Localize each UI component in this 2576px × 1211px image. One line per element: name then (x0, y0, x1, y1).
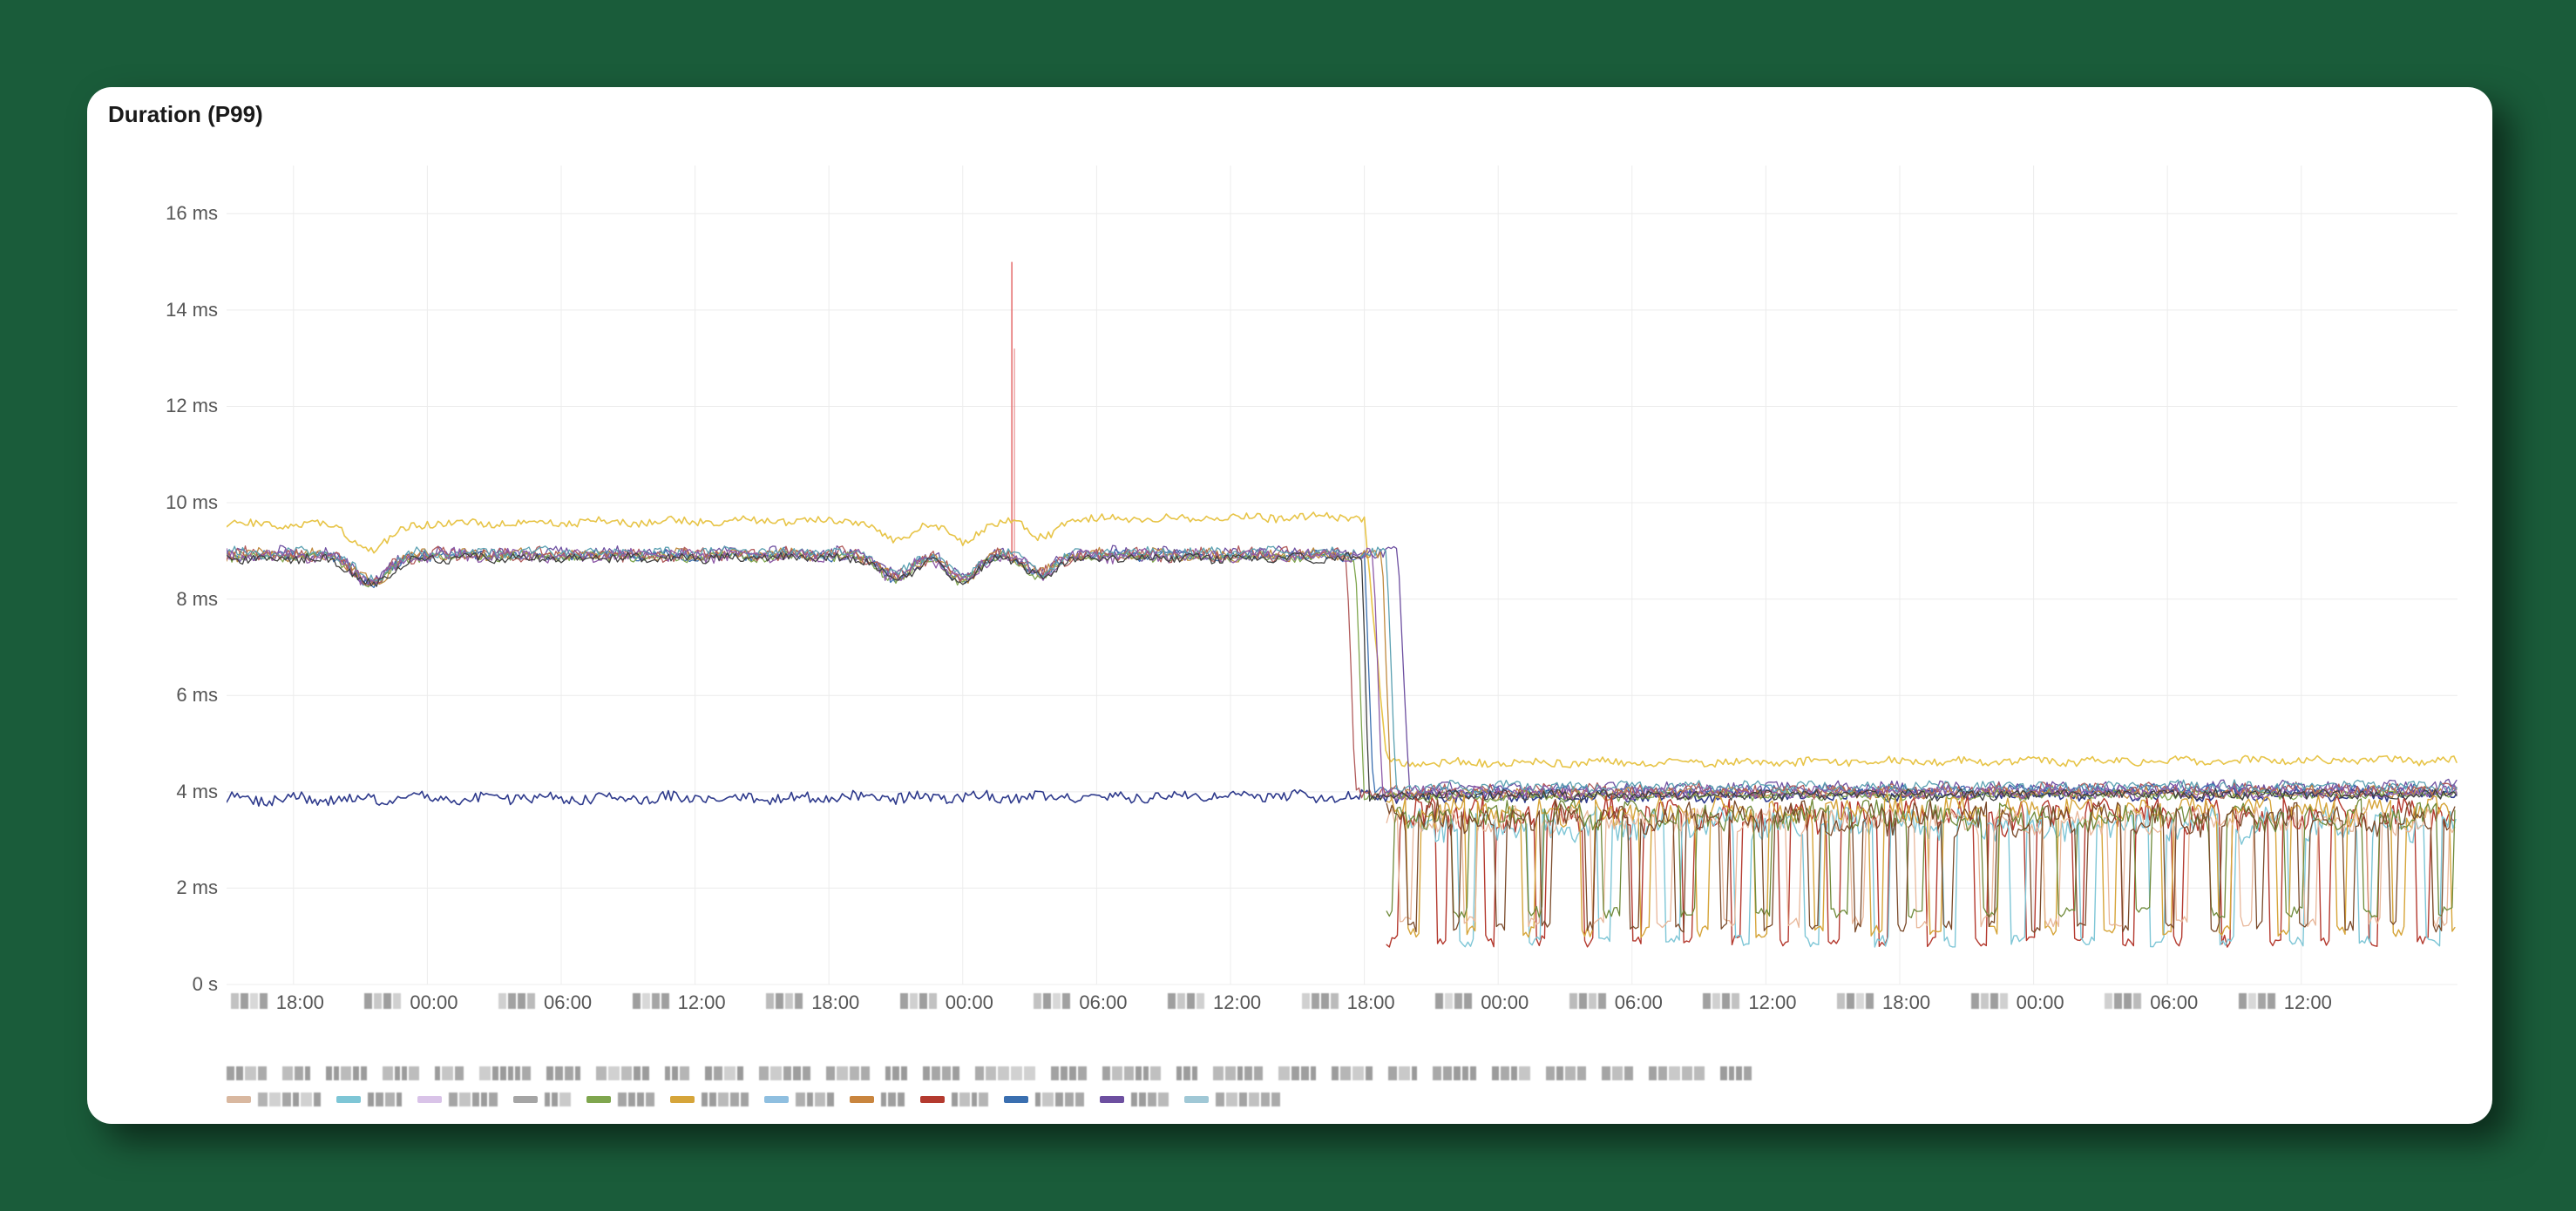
legend-item[interactable] (227, 1089, 321, 1110)
legend-item-redacted (705, 1063, 743, 1084)
x-tick-label: 18:00 (276, 991, 324, 1014)
legend-item[interactable] (670, 1089, 749, 1110)
legend-item[interactable] (1100, 1089, 1169, 1110)
legend (227, 1063, 2457, 1110)
legend-swatch (764, 1096, 789, 1103)
legend-swatch (417, 1096, 442, 1103)
legend-swatch (227, 1096, 251, 1103)
x-tick-date-redacted (1034, 993, 1070, 1009)
x-tick-label: 12:00 (2284, 991, 2332, 1014)
legend-item-redacted (1332, 1063, 1373, 1084)
x-tick-date-redacted (1168, 993, 1204, 1009)
legend-item[interactable] (850, 1089, 905, 1110)
x-tick-label: 06:00 (2150, 991, 2198, 1014)
legend-item-redacted (1649, 1063, 1705, 1084)
legend-swatch (920, 1096, 945, 1103)
x-tick-label: 06:00 (1079, 991, 1127, 1014)
x-tick-date-redacted (498, 993, 535, 1009)
x-tick-date-redacted (1703, 993, 1739, 1009)
x-tick-date-redacted (1569, 993, 1606, 1009)
x-tick-label: 18:00 (1347, 991, 1395, 1014)
legend-item-redacted (1388, 1063, 1417, 1084)
y-tick-label: 12 ms (131, 395, 218, 417)
legend-item-redacted (546, 1063, 580, 1084)
legend-item[interactable] (336, 1089, 402, 1110)
legend-item-redacted (826, 1063, 870, 1084)
x-tick-label: 18:00 (811, 991, 859, 1014)
legend-item-redacted (665, 1063, 689, 1084)
x-tick-label: 00:00 (2017, 991, 2064, 1014)
legend-swatch (1100, 1096, 1124, 1103)
x-tick-date-redacted (231, 993, 268, 1009)
x-tick-date-redacted (1971, 993, 2008, 1009)
legend-item-redacted (1720, 1063, 1752, 1084)
legend-swatch (336, 1096, 361, 1103)
y-tick-label: 8 ms (131, 588, 218, 611)
legend-item[interactable] (513, 1089, 571, 1110)
legend-item-redacted (1602, 1063, 1633, 1084)
legend-item-redacted (1278, 1063, 1316, 1084)
legend-item-redacted (383, 1063, 419, 1084)
x-tick-label: 00:00 (410, 991, 458, 1014)
y-tick-label: 0 s (131, 973, 218, 996)
x-tick-label: 12:00 (1213, 991, 1261, 1014)
legend-item-redacted (1433, 1063, 1476, 1084)
y-tick-label: 10 ms (131, 491, 218, 514)
legend-item-redacted (1102, 1063, 1161, 1084)
legend-item-redacted (975, 1063, 1035, 1084)
chart-plot[interactable] (227, 148, 2457, 1011)
legend-item[interactable] (1004, 1089, 1084, 1110)
legend-item[interactable] (920, 1089, 988, 1110)
x-tick-label: 00:00 (946, 991, 993, 1014)
legend-item-redacted (885, 1063, 907, 1084)
legend-item-redacted (1546, 1063, 1586, 1084)
x-tick-date-redacted (633, 993, 669, 1009)
legend-item-redacted (923, 1063, 959, 1084)
legend-item-redacted (227, 1063, 267, 1084)
x-tick-label: 18:00 (1882, 991, 1930, 1014)
x-tick-date-redacted (2105, 993, 2141, 1009)
legend-item[interactable] (417, 1089, 498, 1110)
x-tick-date-redacted (1302, 993, 1339, 1009)
legend-item-redacted (326, 1063, 367, 1084)
x-tick-label: 12:00 (1748, 991, 1796, 1014)
legend-item[interactable] (1184, 1089, 1280, 1110)
y-tick-label: 14 ms (131, 299, 218, 321)
legend-swatch (1184, 1096, 1209, 1103)
y-tick-label: 16 ms (131, 202, 218, 225)
x-tick-label: 00:00 (1481, 991, 1529, 1014)
legend-swatch (850, 1096, 874, 1103)
x-tick-label: 06:00 (544, 991, 592, 1014)
y-tick-label: 6 ms (131, 684, 218, 707)
legend-item[interactable] (586, 1089, 654, 1110)
legend-item-redacted (1492, 1063, 1530, 1084)
legend-item-redacted (1051, 1063, 1087, 1084)
legend-swatch (513, 1096, 538, 1103)
x-tick-date-redacted (900, 993, 937, 1009)
legend-item-redacted (282, 1063, 310, 1084)
legend-swatch (1004, 1096, 1028, 1103)
chart-svg[interactable] (227, 148, 2457, 1011)
legend-item-redacted (596, 1063, 649, 1084)
y-tick-label: 2 ms (131, 876, 218, 899)
chart-title: Duration (P99) (108, 101, 263, 128)
x-tick-date-redacted (364, 993, 401, 1009)
legend-item-redacted (479, 1063, 531, 1084)
legend-swatch (670, 1096, 695, 1103)
x-tick-date-redacted (2239, 993, 2275, 1009)
chart-card: Duration (P99) 0 s 2 ms 4 ms 6 ms 8 ms 10 ms 1… (87, 87, 2492, 1124)
x-tick-date-redacted (766, 993, 803, 1009)
x-tick-date-redacted (1837, 993, 1874, 1009)
legend-item-redacted (435, 1063, 464, 1084)
x-tick-label: 12:00 (678, 991, 726, 1014)
legend-item-redacted (1176, 1063, 1197, 1084)
y-tick-label: 4 ms (131, 781, 218, 803)
x-tick-label: 06:00 (1615, 991, 1663, 1014)
legend-item-redacted (1213, 1063, 1263, 1084)
x-tick-date-redacted (1435, 993, 1472, 1009)
legend-item[interactable] (764, 1089, 834, 1110)
legend-swatch (586, 1096, 611, 1103)
legend-item-redacted (759, 1063, 810, 1084)
